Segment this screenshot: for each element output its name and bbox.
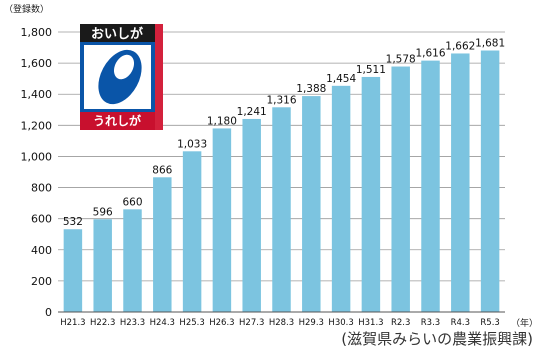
y-tick-label: 200 — [31, 275, 52, 288]
y-tick-label: 0 — [45, 306, 52, 319]
bar — [63, 229, 83, 312]
x-axis-unit-label: （年） — [511, 319, 539, 329]
y-tick-label: 400 — [31, 244, 52, 257]
bar — [480, 50, 500, 313]
bar-value-label: 1,681 — [475, 38, 505, 50]
x-tick-label: H26.3 — [209, 318, 234, 328]
bar-value-label: 1,662 — [445, 40, 475, 52]
y-tick-label: 1,200 — [21, 119, 53, 132]
oishiga-ureshiga-logo: おいしが うれしが — [80, 24, 163, 130]
bar — [361, 76, 381, 312]
bar-value-label: 596 — [93, 206, 113, 218]
bar — [272, 107, 291, 313]
x-tick-label: H21.3 — [60, 318, 85, 328]
bar — [93, 219, 112, 312]
bar — [123, 209, 142, 312]
bar-value-label: 1,241 — [237, 106, 267, 118]
y-axis-unit-label: （登録数） — [4, 5, 50, 15]
bar-value-label: 1,511 — [356, 64, 386, 76]
bar — [182, 151, 202, 312]
bar-value-label: 1,578 — [386, 54, 416, 66]
bar-value-label: 1,316 — [266, 94, 296, 106]
x-tick-label: H29.3 — [299, 318, 324, 328]
bar-value-label: 1,033 — [177, 138, 207, 150]
x-tick-label: R2.3 — [391, 318, 410, 328]
x-tick-label: H23.3 — [120, 318, 145, 328]
x-tick-label: H24.3 — [150, 318, 175, 328]
y-tick-label: 600 — [31, 213, 52, 226]
x-tick-label: H30.3 — [328, 318, 353, 328]
y-tick-label: 800 — [31, 182, 52, 195]
bar-value-label: 1,454 — [326, 73, 356, 85]
y-tick-label: 1,000 — [21, 150, 53, 163]
x-tick-label: H25.3 — [179, 318, 204, 328]
bar — [212, 128, 232, 312]
bar-value-label: 866 — [152, 164, 172, 176]
x-tick-label: R4.3 — [451, 318, 470, 328]
source-note: (滋賀県みらいの農業振興課) — [341, 330, 533, 348]
bar — [331, 85, 351, 312]
bar-value-label: 532 — [63, 216, 83, 228]
bar-value-label: 1,616 — [415, 48, 445, 60]
bar-value-label: 660 — [122, 196, 142, 208]
bar — [421, 60, 440, 312]
x-tick-label: H27.3 — [239, 318, 264, 328]
bar-value-label: 1,388 — [296, 83, 326, 95]
y-tick-label: 1,800 — [21, 26, 53, 39]
bar — [153, 177, 172, 312]
x-tick-label: R3.3 — [421, 318, 440, 328]
svg-text:うれしが: うれしが — [93, 113, 141, 128]
x-tick-label: H22.3 — [90, 318, 115, 328]
y-tick-label: 1,400 — [21, 88, 53, 101]
svg-text:おいしが: おいしが — [91, 26, 143, 42]
bar — [451, 53, 470, 312]
bar-value-label: 1,180 — [207, 115, 237, 127]
x-tick-label: R5.3 — [480, 318, 499, 328]
bar — [302, 96, 321, 312]
x-tick-label: H31.3 — [358, 318, 383, 328]
y-tick-label: 1,600 — [21, 57, 53, 70]
bar — [242, 118, 261, 312]
x-tick-label: H28.3 — [269, 318, 294, 328]
bar — [391, 66, 410, 313]
